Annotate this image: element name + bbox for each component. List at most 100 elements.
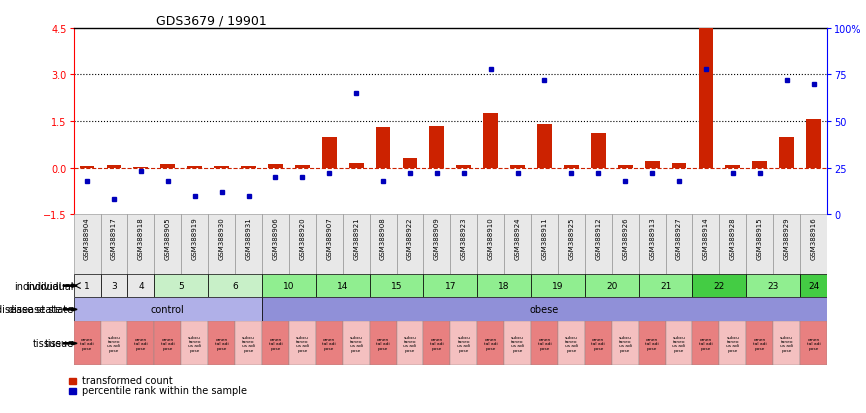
Text: GSM388912: GSM388912: [595, 216, 601, 259]
Text: disease state: disease state: [9, 305, 74, 315]
Bar: [531, 274, 585, 298]
Text: control: control: [151, 305, 184, 315]
Text: transformed count: transformed count: [82, 375, 173, 385]
Text: subcu
taneo
us adi
pose: subcu taneo us adi pose: [565, 335, 578, 352]
Text: 4: 4: [138, 281, 144, 290]
Bar: [591, 134, 605, 168]
Bar: [531, 321, 558, 366]
Text: GSM388914: GSM388914: [703, 216, 709, 259]
Bar: [504, 321, 531, 366]
Bar: [235, 321, 262, 366]
Bar: [316, 215, 343, 274]
Bar: [611, 321, 638, 366]
Bar: [430, 126, 444, 168]
Bar: [746, 274, 800, 298]
Text: subcu
taneo
us adi
pose: subcu taneo us adi pose: [727, 335, 740, 352]
Text: subcu
taneo
us adi
pose: subcu taneo us adi pose: [457, 335, 470, 352]
Text: GSM388915: GSM388915: [757, 216, 763, 259]
Bar: [477, 321, 504, 366]
Text: subcu
taneo
us adi
pose: subcu taneo us adi pose: [618, 335, 632, 352]
Bar: [558, 321, 585, 366]
Text: GSM388908: GSM388908: [380, 216, 386, 259]
Bar: [289, 215, 316, 274]
Text: GSM388920: GSM388920: [300, 216, 306, 259]
Text: omen
tal adi
pose: omen tal adi pose: [645, 337, 659, 350]
Text: 21: 21: [660, 281, 671, 290]
Bar: [477, 274, 531, 298]
Bar: [100, 215, 127, 274]
Text: omen
tal adi
pose: omen tal adi pose: [538, 337, 552, 350]
Bar: [295, 165, 310, 168]
Text: subcu
taneo
us adi
pose: subcu taneo us adi pose: [404, 335, 417, 352]
Bar: [585, 274, 638, 298]
Text: GSM388926: GSM388926: [623, 216, 628, 259]
Bar: [187, 167, 202, 168]
Text: 23: 23: [767, 281, 779, 290]
Bar: [241, 167, 256, 168]
Bar: [316, 274, 370, 298]
Bar: [800, 321, 827, 366]
Bar: [510, 166, 525, 168]
Text: GSM388913: GSM388913: [650, 216, 655, 259]
Bar: [208, 215, 235, 274]
Bar: [343, 215, 370, 274]
Bar: [397, 215, 423, 274]
Text: 14: 14: [337, 281, 348, 290]
Text: GSM388907: GSM388907: [326, 216, 333, 259]
Bar: [370, 321, 397, 366]
Bar: [397, 321, 423, 366]
Text: 10: 10: [283, 281, 294, 290]
Bar: [262, 274, 316, 298]
Bar: [564, 166, 578, 168]
Text: omen
tal adi
pose: omen tal adi pose: [807, 337, 820, 350]
Bar: [450, 215, 477, 274]
Text: omen
tal adi
pose: omen tal adi pose: [699, 337, 713, 350]
Bar: [806, 120, 821, 168]
Text: GSM388919: GSM388919: [191, 216, 197, 259]
Bar: [753, 162, 767, 168]
Bar: [477, 215, 504, 274]
Bar: [672, 164, 687, 168]
Text: 22: 22: [714, 281, 725, 290]
Bar: [746, 215, 773, 274]
Text: GSM388929: GSM388929: [784, 216, 790, 259]
Bar: [720, 215, 746, 274]
Bar: [638, 274, 693, 298]
Bar: [531, 215, 558, 274]
Text: tissue: tissue: [44, 339, 74, 349]
Text: GDS3679 / 19901: GDS3679 / 19901: [156, 14, 267, 27]
Bar: [154, 215, 181, 274]
Bar: [343, 321, 370, 366]
Bar: [370, 274, 423, 298]
Bar: [644, 162, 660, 168]
Bar: [127, 215, 154, 274]
Bar: [666, 321, 693, 366]
Bar: [585, 321, 611, 366]
Bar: [160, 164, 175, 168]
Text: tissue: tissue: [32, 339, 61, 349]
Bar: [720, 321, 746, 366]
Text: subcu
taneo
us adi
pose: subcu taneo us adi pose: [296, 335, 309, 352]
Bar: [638, 215, 666, 274]
Text: omen
tal adi
pose: omen tal adi pose: [81, 337, 94, 350]
Text: omen
tal adi
pose: omen tal adi pose: [322, 337, 336, 350]
Bar: [423, 274, 477, 298]
Text: GSM388916: GSM388916: [811, 216, 817, 259]
Text: omen
tal adi
pose: omen tal adi pose: [430, 337, 443, 350]
Bar: [773, 215, 800, 274]
Bar: [450, 321, 477, 366]
Bar: [208, 321, 235, 366]
Text: omen
tal adi
pose: omen tal adi pose: [484, 337, 498, 350]
Text: 15: 15: [391, 281, 402, 290]
Bar: [537, 125, 552, 168]
Bar: [268, 164, 283, 168]
Bar: [693, 274, 746, 298]
Text: GSM388924: GSM388924: [514, 216, 520, 259]
Bar: [800, 274, 827, 298]
Bar: [800, 215, 827, 274]
Bar: [699, 28, 714, 168]
Text: GSM388921: GSM388921: [353, 216, 359, 259]
Text: subcu
taneo
us adi
pose: subcu taneo us adi pose: [673, 335, 686, 352]
Bar: [208, 274, 262, 298]
Bar: [611, 215, 638, 274]
